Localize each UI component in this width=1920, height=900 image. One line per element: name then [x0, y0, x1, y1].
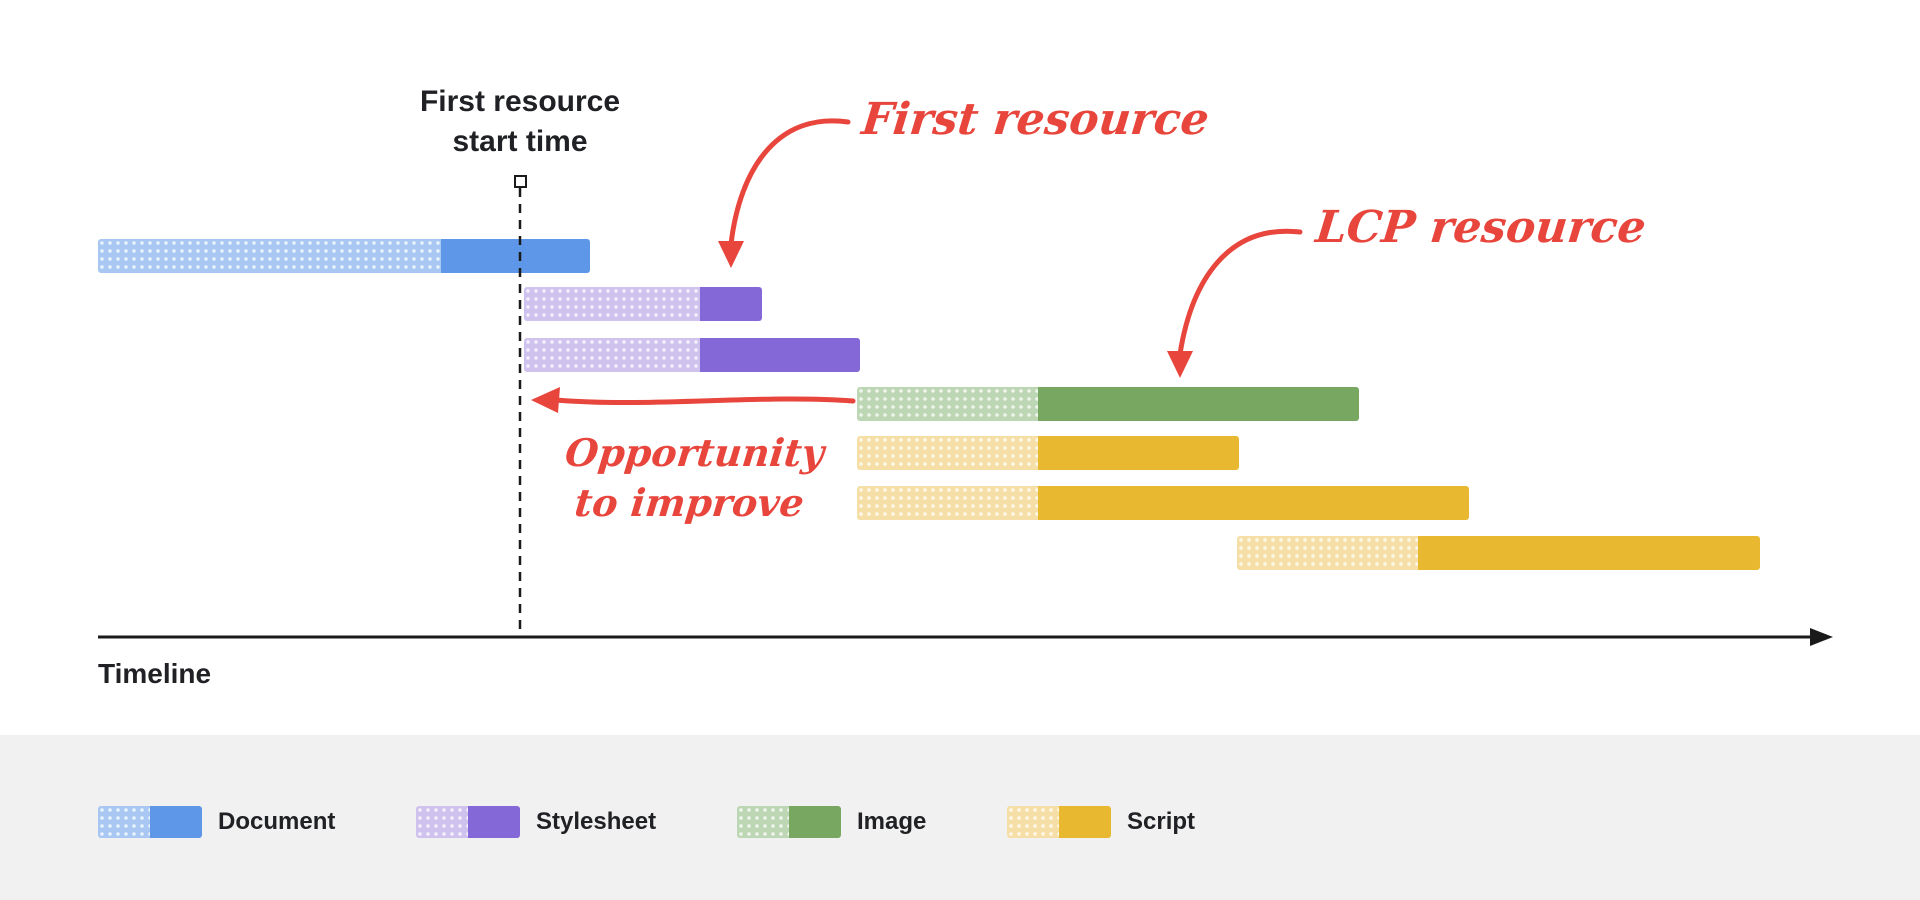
timeline-label: Timeline — [98, 658, 212, 689]
bar-segment-download — [441, 239, 590, 273]
legend-swatch-light — [1007, 806, 1059, 838]
resource-bar-script — [857, 436, 1239, 470]
bar-segment-wait — [857, 436, 1038, 470]
first-resource-start-label: First resource start time — [320, 82, 720, 162]
resource-bar-document — [98, 239, 590, 273]
bar-segment-download — [700, 287, 762, 321]
legend-label: Document — [218, 808, 336, 835]
first-resource-start-line1: First resource — [419, 85, 621, 118]
legend-label: Script — [1127, 808, 1196, 835]
bar-segment-wait — [857, 387, 1038, 421]
legend-item-script: Script — [1007, 806, 1195, 838]
legend-swatch-dark — [1059, 806, 1111, 838]
bar-segment-download — [1038, 486, 1469, 520]
bar-segment-wait — [1237, 536, 1418, 570]
legend-label: Image — [857, 808, 927, 835]
legend-swatch-light — [737, 806, 789, 838]
legend-item-stylesheet: Stylesheet — [416, 806, 656, 838]
legend-swatch-dark — [789, 806, 841, 838]
resource-bar-script — [857, 486, 1469, 520]
legend-swatch-dark — [468, 806, 520, 838]
bar-segment-download — [1038, 387, 1359, 421]
first-resource-annotation: First resource — [859, 94, 1212, 145]
bar-segment-download — [1418, 536, 1760, 570]
bar-segment-wait — [524, 287, 700, 321]
bar-segment-wait — [524, 338, 700, 372]
legend-swatch-light — [416, 806, 468, 838]
resource-bar-script — [1237, 536, 1760, 570]
legend-strip: Document Stylesheet Image Script — [0, 735, 1920, 900]
legend-item-document: Document — [98, 806, 335, 838]
opportunity-annotation: Opportunity to improve — [507, 428, 878, 528]
first-resource-start-line2: start time — [452, 125, 588, 158]
legend-swatch-dark — [150, 806, 202, 838]
resource-bar-stylesheet — [524, 287, 762, 321]
opportunity-annotation-line2: to improve — [572, 480, 807, 525]
opportunity-annotation-line1: Opportunity — [563, 430, 827, 475]
legend-item-image: Image — [737, 806, 926, 838]
legend-label: Stylesheet — [536, 808, 657, 835]
bar-segment-download — [1038, 436, 1239, 470]
legend-swatch-light — [98, 806, 150, 838]
resource-bar-image — [857, 387, 1359, 421]
lcp-resource-annotation: LCP resource — [1313, 202, 1649, 253]
resource-bar-stylesheet — [524, 338, 860, 372]
bar-segment-wait — [98, 239, 441, 273]
legend: Document Stylesheet Image Script — [0, 735, 1920, 900]
bar-segment-wait — [857, 486, 1038, 520]
bar-segment-download — [700, 338, 860, 372]
